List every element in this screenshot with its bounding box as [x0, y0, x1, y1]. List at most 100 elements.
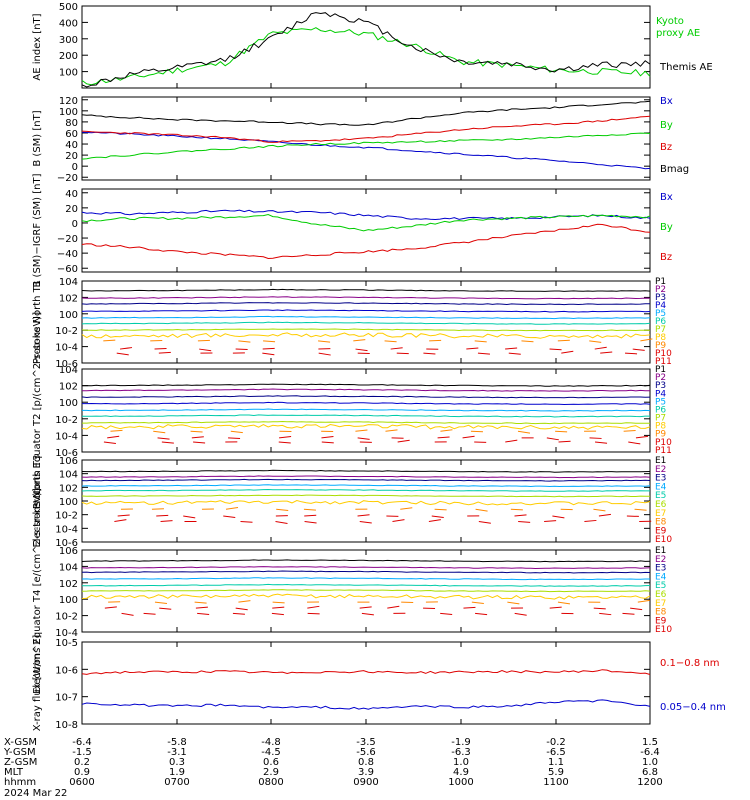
series-dash [153, 430, 166, 434]
series-line [81, 583, 651, 587]
y-tick-label: 10-4 [55, 524, 78, 535]
series-dash [514, 514, 527, 517]
series-line [81, 213, 651, 232]
series-dash [593, 607, 606, 610]
series-dash [589, 437, 602, 439]
series-dash [505, 439, 518, 443]
ephem-value: 1.0 [453, 757, 469, 768]
legend-entry: E3 [655, 564, 666, 574]
series-dash [397, 439, 410, 443]
series-dash [423, 352, 436, 355]
y-tick-label: −40 [57, 249, 78, 260]
series-dash [223, 515, 236, 519]
series-dash [357, 437, 370, 440]
series-dash [154, 347, 167, 350]
legend-entry: P3 [655, 293, 666, 303]
series-dash [262, 352, 275, 356]
y-tick-label: −20 [57, 173, 78, 184]
axis-ylabel: Electrons Equator T4 [e/(cm^2-s-sr-keV)] [32, 488, 43, 694]
series-line [81, 669, 651, 675]
ephem-value: 0.3 [169, 757, 185, 768]
series-dash [107, 435, 120, 439]
series-dash [546, 437, 559, 441]
y-tick-label: 10-4 [55, 431, 78, 442]
series-dash [544, 520, 557, 522]
legend-entry: E1 [655, 456, 666, 466]
legend-entry: E3 [655, 474, 666, 484]
series-dash [390, 347, 403, 350]
series-dash [225, 507, 239, 510]
panel-electrons-north-t-: 106 104 102 100 10-2 10-4 10-6 Electrons North … [32, 454, 672, 549]
y-tick-label: 104 [59, 277, 78, 288]
ephem-value: -4.5 [261, 747, 281, 758]
series-dash [272, 606, 285, 609]
series-dash [143, 612, 156, 615]
y-tick-label: 200 [59, 51, 78, 62]
ephem-value: -6.4 [72, 737, 92, 748]
series-dash [161, 441, 174, 444]
series-dash [359, 606, 372, 609]
legend-entry: P7 [655, 325, 666, 335]
series-line [81, 488, 650, 492]
series-dash [355, 348, 368, 352]
series-dash [117, 514, 130, 517]
series-dash [197, 612, 210, 616]
legend-entry: P1 [655, 365, 666, 375]
y-tick-label: 0 [72, 219, 78, 230]
series-dash [440, 429, 453, 432]
y-tick-label: 10-8 [55, 720, 78, 731]
series-dash [599, 612, 612, 616]
series-dash [238, 600, 251, 603]
legend-entry: P4 [655, 389, 666, 399]
series-line [81, 577, 650, 581]
y-tick-label: 10-2 [55, 511, 78, 522]
series-line [81, 332, 651, 339]
axis-ylabel: B (SM) [nT] [32, 110, 43, 166]
ephem-value: 3.9 [358, 767, 374, 778]
legend-entry: E8 [655, 608, 667, 618]
y-tick-label: −20 [57, 234, 78, 245]
series-line [81, 383, 651, 387]
legend-entry: E10 [655, 535, 672, 545]
series-dash [307, 605, 320, 609]
series-dash [471, 601, 484, 605]
y-tick-label: 100 [59, 310, 78, 321]
series-dash [635, 435, 649, 439]
series-dash [632, 348, 645, 351]
series-dash [361, 612, 374, 616]
series-line [81, 478, 651, 482]
series-line [81, 131, 651, 170]
axis-ylabel: AE index [nT] [32, 13, 43, 80]
ephem-value: 2.9 [263, 767, 279, 778]
legend-entry: E4 [655, 482, 667, 492]
panel-protons-equator-t-p-cm-s-sr-kev-: 104 102 100 10-2 10-4 10-6 Protons Equator T2 … [32, 312, 672, 509]
y-tick-label: −60 [57, 264, 78, 275]
series-dash [190, 430, 203, 433]
legend-entry: Bz [660, 252, 672, 263]
ephem-value: -1.9 [451, 737, 471, 748]
axis-ylabel: Electrons North T3 [32, 454, 43, 547]
series-line [81, 494, 651, 498]
y-tick-label: 120 [59, 96, 78, 107]
series-dash [263, 340, 276, 343]
series-line [81, 321, 651, 325]
series-line [81, 209, 651, 221]
series-dash [557, 601, 571, 605]
legend-kyoto: proxy AE [656, 28, 700, 39]
ephem-value: 0800 [258, 777, 283, 788]
ephem-row-label: 2024 Mar 22 [4, 788, 67, 799]
ephem-value: -5.8 [167, 737, 187, 748]
ephem-value: 1200 [637, 777, 662, 788]
ephem-value: -5.6 [356, 747, 376, 758]
legend-entry: P10 [655, 438, 672, 448]
series-dash [110, 429, 123, 432]
series-dash [238, 340, 251, 343]
ephem-row-label: X-GSM [4, 737, 37, 748]
legend-entry: E5 [655, 581, 666, 591]
y-tick-label: 500 [59, 2, 78, 13]
ephem-value: 0900 [353, 777, 378, 788]
series-dash [240, 521, 253, 523]
